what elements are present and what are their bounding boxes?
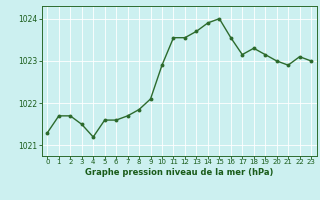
X-axis label: Graphe pression niveau de la mer (hPa): Graphe pression niveau de la mer (hPa) [85,168,273,177]
